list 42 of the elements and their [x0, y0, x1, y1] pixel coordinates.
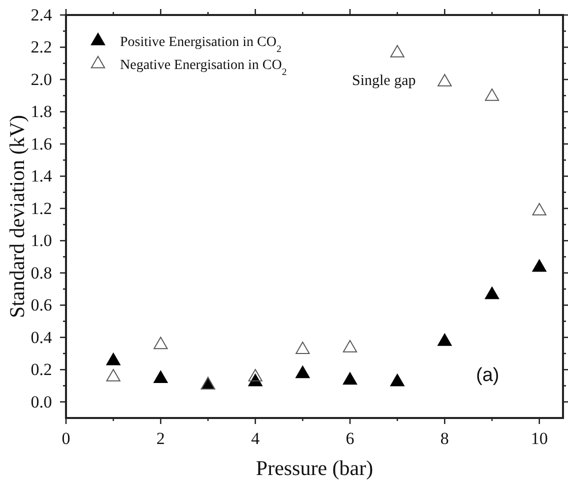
point	[342, 372, 358, 385]
y-tick-label: 0.8	[30, 263, 52, 282]
legend-label: Negative Energisation in CO$_{2}$	[120, 58, 287, 78]
point	[532, 259, 546, 272]
y-axis-title: Standard deviation (kV)	[5, 115, 29, 318]
point	[154, 370, 168, 383]
point	[154, 336, 168, 350]
point	[390, 44, 404, 58]
point	[106, 352, 120, 366]
x-tick-label: 0	[62, 429, 70, 448]
x-tick-label: 4	[251, 429, 260, 448]
point	[438, 74, 452, 86]
x-tick-label: 6	[346, 429, 354, 448]
y-tick-label: 1.6	[30, 134, 52, 154]
y-tick-label: 2.4	[30, 5, 52, 24]
y-tick-label: 0.2	[30, 360, 52, 380]
point	[106, 368, 120, 382]
y-tick-label: 0.6	[30, 296, 52, 315]
point	[484, 88, 500, 101]
y-tick-label: 0.4	[30, 328, 52, 347]
point	[296, 342, 310, 354]
x-tick-label: 2	[156, 429, 165, 448]
annotation: (a)	[476, 365, 500, 386]
annotation: Single gap	[352, 73, 416, 89]
x-axis-title: Pressure (bar)	[256, 456, 374, 480]
legend-label: Positive Energisation in CO$_{2}$	[120, 35, 282, 54]
x-tick-label: 10	[530, 429, 548, 448]
y-tick-label: 2.2	[30, 38, 52, 57]
y-tick-label: 1.4	[30, 166, 52, 186]
point	[438, 334, 452, 346]
point	[532, 202, 546, 216]
y-tick-label: 1.2	[30, 198, 52, 218]
point	[248, 368, 262, 382]
y-tick-label: 1.0	[30, 231, 52, 250]
y-tick-label: 2.0	[30, 70, 52, 89]
point	[296, 366, 310, 378]
y-tick-label: 1.8	[30, 102, 52, 122]
point	[484, 286, 500, 300]
x-tick-label: 8	[440, 429, 449, 448]
point	[342, 340, 358, 352]
point	[390, 374, 404, 386]
y-tick-label: 0.0	[30, 392, 52, 412]
